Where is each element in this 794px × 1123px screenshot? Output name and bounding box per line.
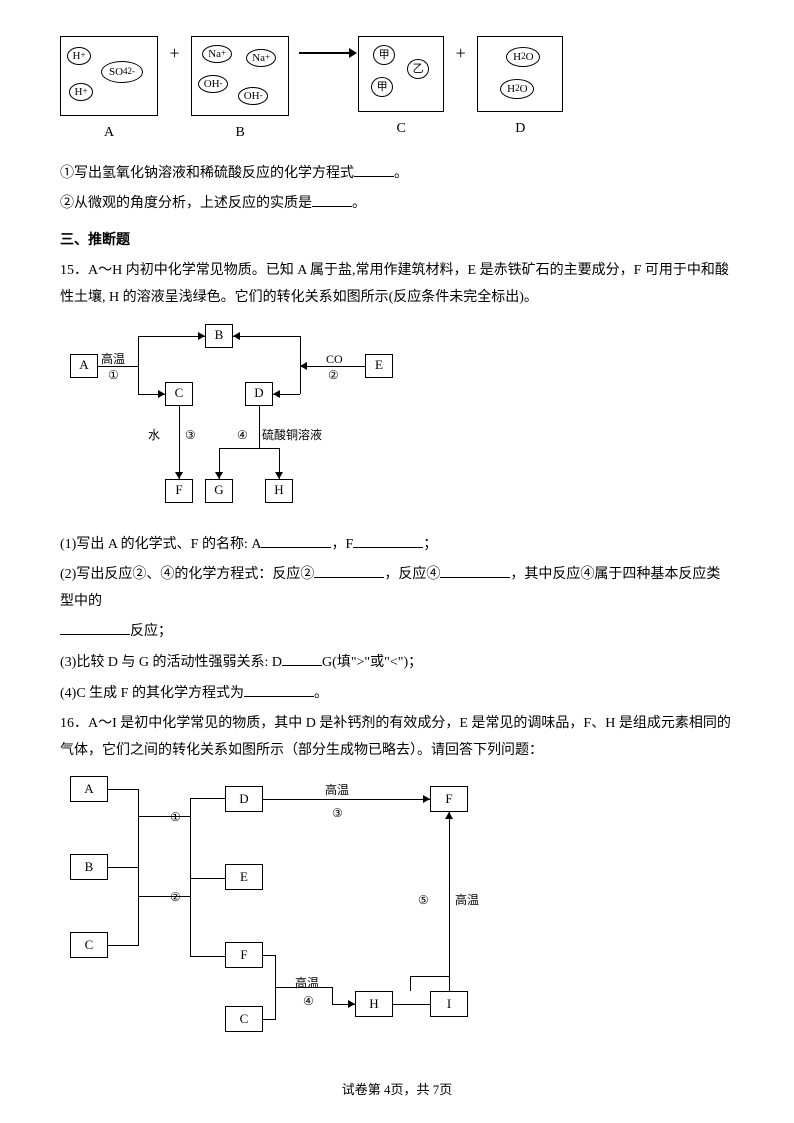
node2-a: A xyxy=(70,776,108,802)
reaction-diagram: H+ SO42- H+ A + Na+ Na+ OH- OH- B 甲 乙 甲 … xyxy=(60,36,734,147)
node-c: C xyxy=(165,382,193,406)
label-circle1: ① xyxy=(108,364,119,387)
l2-circle2: ② xyxy=(170,886,181,909)
node2-e: E xyxy=(225,864,263,890)
label-cuso4: 硫酸铜溶液 xyxy=(262,424,322,447)
ion-jia-1: 甲 xyxy=(373,45,395,65)
label-b: B xyxy=(191,120,289,147)
ion-h-plus-2: H+ xyxy=(69,83,93,101)
node2-c: C xyxy=(70,932,108,958)
label-d: D xyxy=(477,116,563,143)
question-14-2: ②从微观的角度分析，上述反应的实质是。 xyxy=(60,191,734,218)
section-3-title: 三、推断题 xyxy=(60,228,734,255)
question-16: 16．A～I 是初中化学常见的物质，其中 D 是补钙剂的有效成分，E 是常见的调… xyxy=(60,711,734,764)
ion-so4: SO42- xyxy=(101,61,143,83)
box-b: Na+ Na+ OH- OH- xyxy=(191,36,289,116)
question-14-1: ①写出氢氧化钠溶液和稀硫酸反应的化学方程式。 xyxy=(60,161,734,188)
label-circle4: ④ xyxy=(237,424,248,447)
ion-oh-1: OH- xyxy=(198,75,228,93)
flowchart-q15: A 高温 ① B E CO ② C D 水 ③ ④ 硫酸铜溶液 F G H xyxy=(70,324,450,514)
node2-h: H xyxy=(355,991,393,1017)
node2-d: D xyxy=(225,786,263,812)
node2-b: B xyxy=(70,854,108,880)
l2-circle4: ④ xyxy=(303,990,314,1013)
question-15: 15．A～H 内初中化学常见物质。已知 A 属于盐,常用作建筑材料，E 是赤铁矿… xyxy=(60,258,734,311)
page-footer: 试卷第 4页，共 7页 xyxy=(0,1078,794,1103)
label-water: 水 xyxy=(148,424,160,447)
l2-circle1: ① xyxy=(170,806,181,829)
box-a: H+ SO42- H+ xyxy=(60,36,158,116)
ion-h-plus: H+ xyxy=(67,47,91,65)
ion-oh-2: OH- xyxy=(238,87,268,105)
node-a: A xyxy=(70,354,98,378)
ion-h2o-2: H2O xyxy=(500,79,534,99)
l2-circle3: ③ xyxy=(332,802,343,825)
question-15-1: (1)写出 A 的化学式、F 的名称: A，F； xyxy=(60,532,734,559)
node-d: D xyxy=(245,382,273,406)
node-g: G xyxy=(205,479,233,503)
question-15-2: (2)写出反应②、④的化学方程式：反应②，反应④，其中反应④属于四种基本反应类型… xyxy=(60,562,734,615)
node2-i: I xyxy=(430,991,468,1017)
node-f: F xyxy=(165,479,193,503)
question-15-2b: 反应； xyxy=(60,619,734,646)
question-15-4: (4)C 生成 F 的其化学方程式为。 xyxy=(60,681,734,708)
ion-na-2: Na+ xyxy=(246,49,276,67)
label-circle3: ③ xyxy=(185,424,196,447)
node-e: E xyxy=(365,354,393,378)
label-a: A xyxy=(60,120,158,147)
question-15-3: (3)比较 D 与 G 的活动性强弱关系: DG(填">"或"<")； xyxy=(60,650,734,677)
box-d: H2O H2O xyxy=(477,36,563,112)
ion-h2o-1: H2O xyxy=(506,47,540,67)
flowchart-q16: A B C D E F F H I C ① ② 高温 ③ 高温 ④ ⑤ 高温 xyxy=(70,776,520,1034)
plus-1: + xyxy=(170,36,180,70)
label-circle2: ② xyxy=(328,364,339,387)
node2-f2: F xyxy=(430,786,468,812)
plus-2: + xyxy=(456,36,466,70)
ion-yi: 乙 xyxy=(407,59,429,79)
l2-circle5: ⑤ xyxy=(418,889,429,912)
l2-ht5: 高温 xyxy=(455,889,479,912)
reaction-arrow xyxy=(299,52,349,54)
box-c: 甲 乙 甲 xyxy=(358,36,444,112)
node-h: H xyxy=(265,479,293,503)
ion-na-1: Na+ xyxy=(202,45,232,63)
node2-c2: C xyxy=(225,1006,263,1032)
node2-f: F xyxy=(225,942,263,968)
ion-jia-2: 甲 xyxy=(371,77,393,97)
label-c: C xyxy=(358,116,444,143)
node-b: B xyxy=(205,324,233,348)
